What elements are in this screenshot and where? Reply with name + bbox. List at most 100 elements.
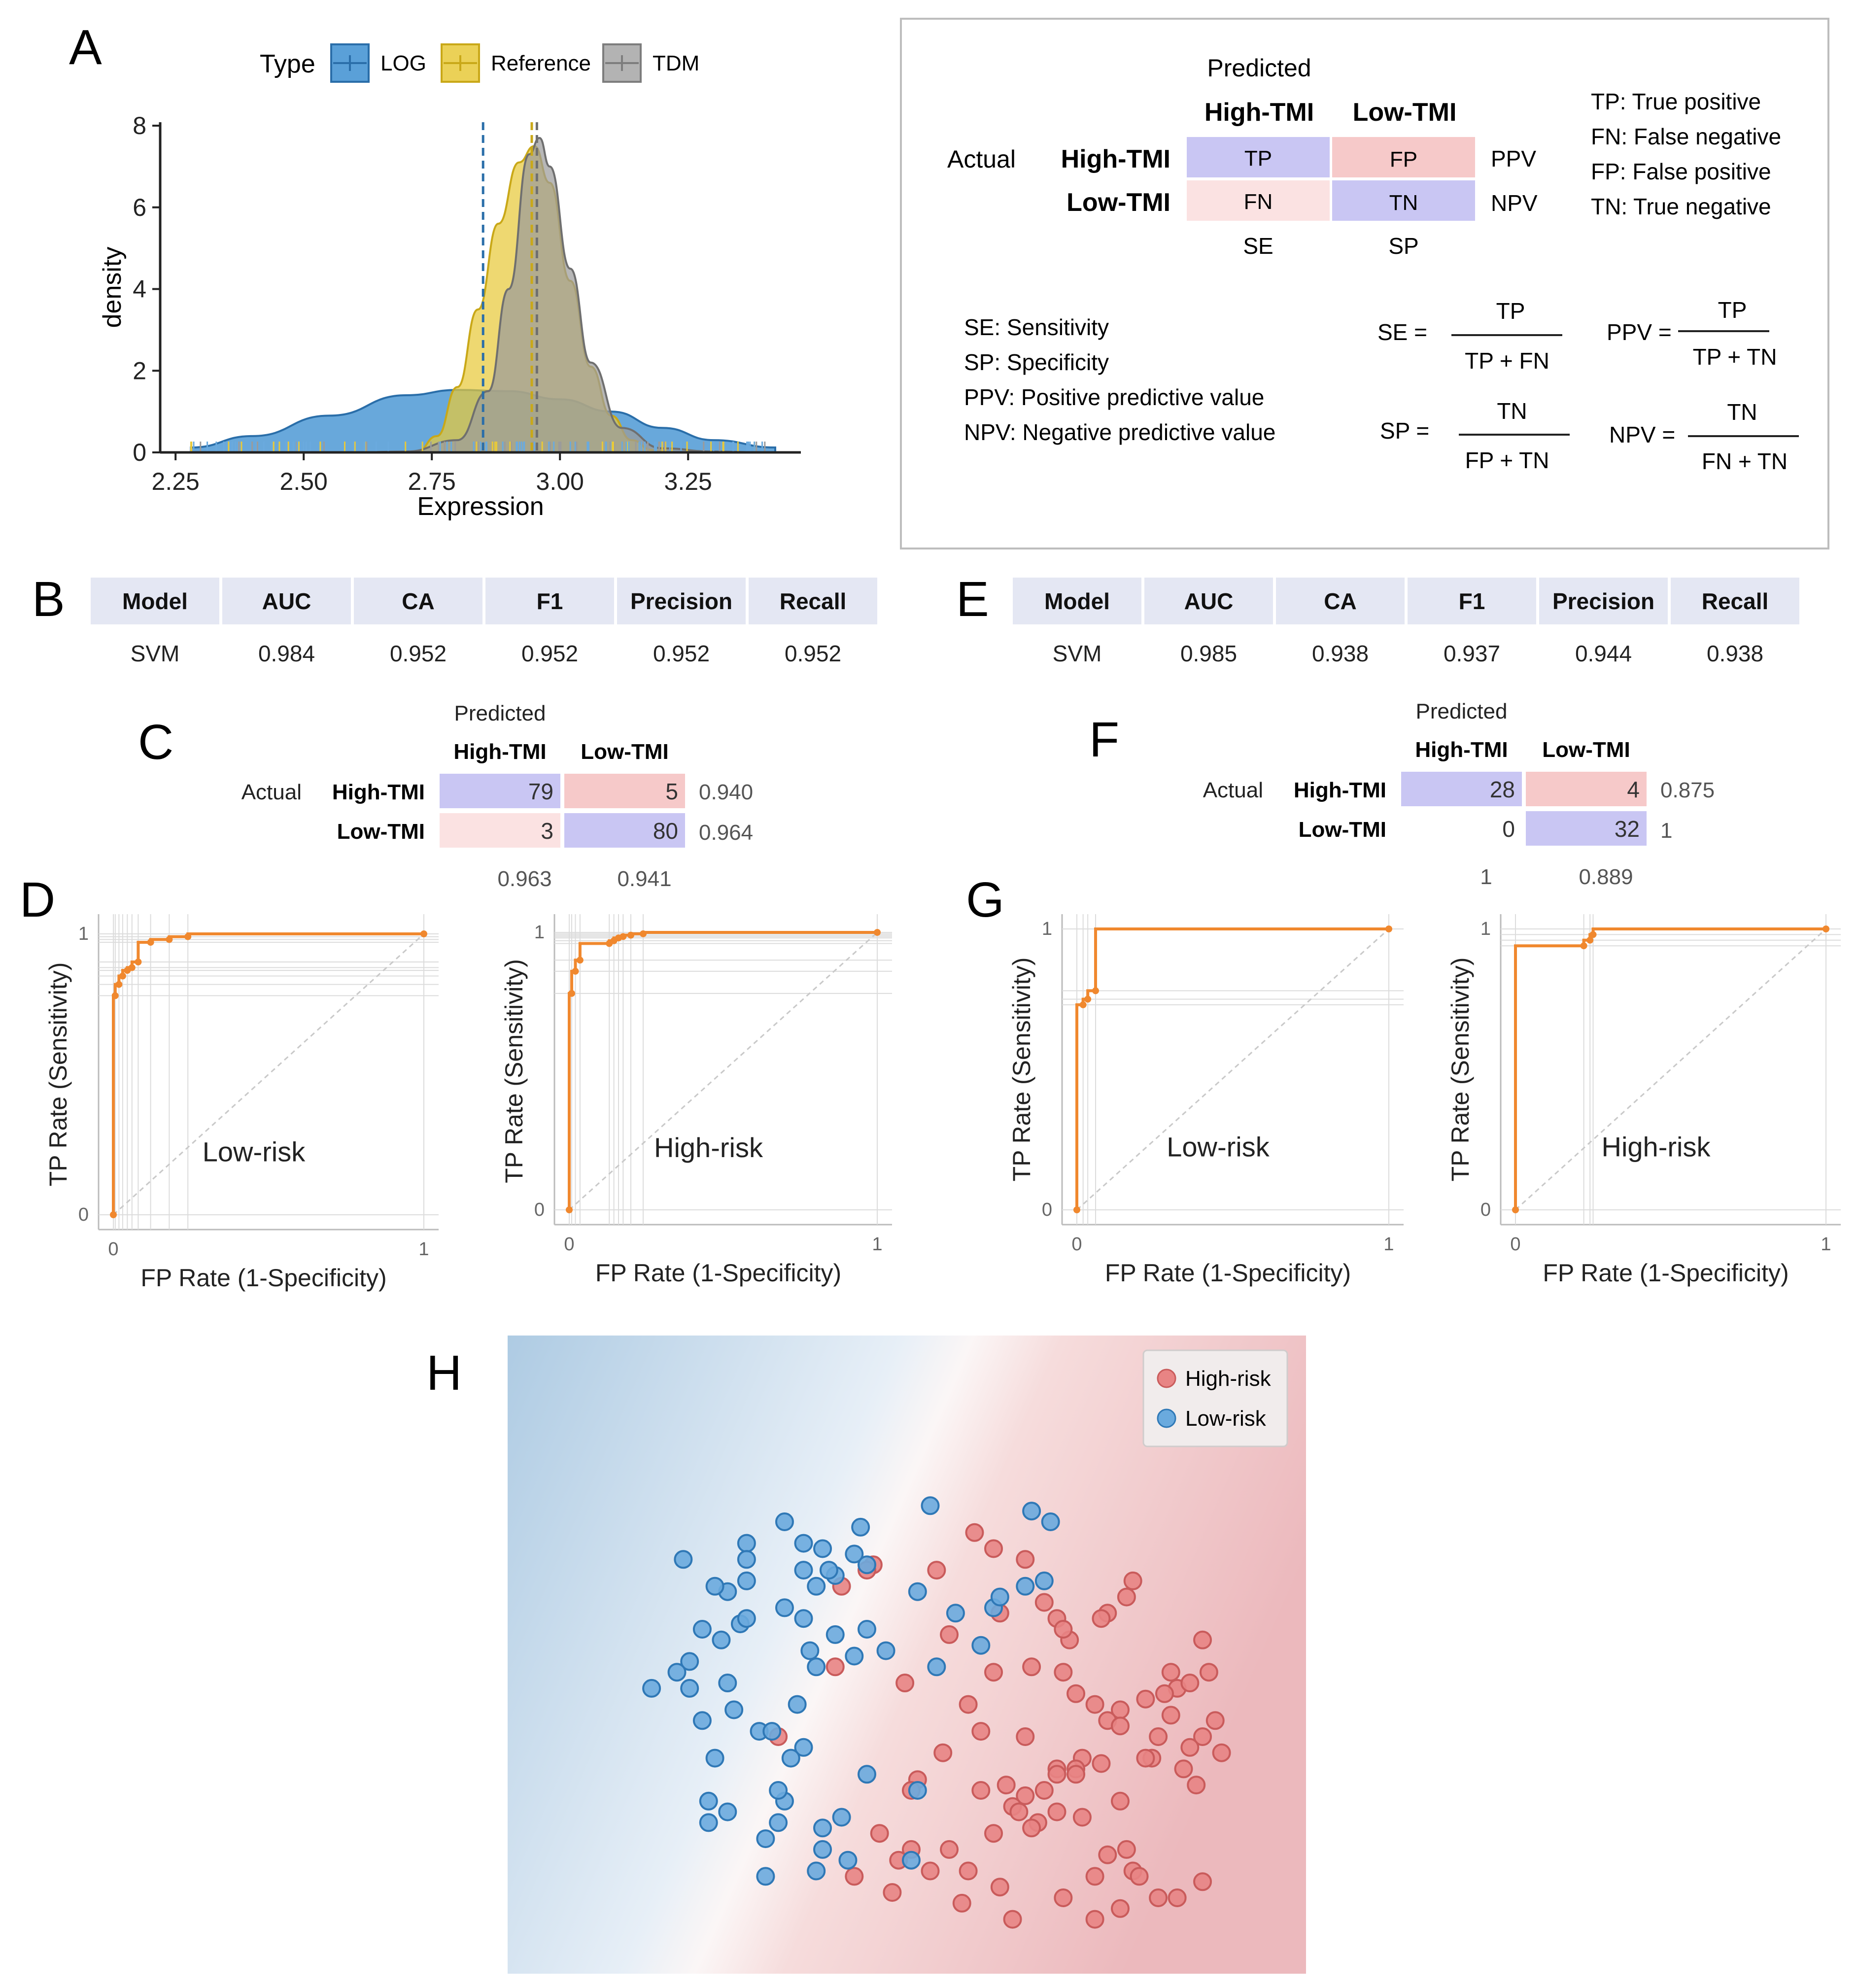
table-header-ca: CA bbox=[1324, 588, 1356, 614]
legend-tn-text: TN bbox=[1389, 191, 1418, 215]
point-high-risk bbox=[927, 1561, 946, 1580]
legend-label-tdm: TDM bbox=[653, 51, 699, 75]
point-high-risk bbox=[1072, 1808, 1092, 1827]
table-header-auc: AUC bbox=[262, 588, 311, 614]
point-high-risk bbox=[952, 1893, 971, 1913]
point-low-risk bbox=[788, 1695, 807, 1714]
y-axis-label: density bbox=[98, 247, 127, 328]
point-low-risk bbox=[858, 1620, 876, 1639]
table-value-f1: 0.937 bbox=[1444, 641, 1500, 666]
point-high-risk bbox=[1117, 1840, 1136, 1859]
point-high-risk bbox=[1155, 1684, 1174, 1703]
point-low-risk bbox=[775, 1598, 794, 1617]
point-low-risk bbox=[813, 1818, 832, 1838]
x-tick-label: 3.25 bbox=[664, 468, 712, 495]
ppv-value: 0.940 bbox=[699, 780, 753, 804]
confusion-matrix-c: Predicted High-TMI Low-TMI Actual High-TMI Lo… bbox=[241, 701, 753, 891]
roc-g-high-risk: 1 00 1 FP Rate (1-Specificity) TP Rate (Sens… bbox=[1446, 914, 1841, 1287]
point-high-risk bbox=[1193, 1727, 1212, 1746]
point-high-risk bbox=[921, 1861, 940, 1881]
roc-y-label: TP Rate (Sensitivity) bbox=[500, 959, 528, 1183]
roc-x-label: FP Rate (1-Specificity) bbox=[1105, 1259, 1351, 1287]
table-header-f1: F1 bbox=[1459, 588, 1485, 614]
col-high-label: High-TMI bbox=[453, 740, 546, 764]
roc-threshold-point bbox=[572, 967, 579, 975]
x-tick-label: 2.25 bbox=[152, 468, 200, 495]
point-high-risk bbox=[1111, 1716, 1130, 1736]
point-low-risk bbox=[807, 1577, 826, 1596]
point-low-risk bbox=[692, 1620, 712, 1639]
roc-threshold-point bbox=[110, 1211, 117, 1218]
table-header-cell bbox=[1013, 578, 1141, 624]
metrics-table-e: Model SVM AUC 0.985 CA 0.938 F1 0.937 Precision 0… bbox=[1013, 578, 1799, 666]
point-low-risk bbox=[794, 1561, 813, 1580]
roc-y-label: TP Rate (Sensitivity) bbox=[1446, 958, 1474, 1182]
point-low-risk bbox=[769, 1813, 788, 1832]
point-high-risk bbox=[1180, 1674, 1200, 1692]
point-high-risk bbox=[1168, 1888, 1187, 1907]
legend-def-tp: TP: True positive bbox=[1591, 89, 1761, 114]
table-header-precision: Precision bbox=[630, 588, 732, 614]
confusion-legend-box: Predicted High-TMI Low-TMI Actual High-T… bbox=[900, 18, 1829, 549]
point-low-risk bbox=[845, 1544, 864, 1564]
point-low-risk bbox=[908, 1781, 927, 1800]
point-low-risk bbox=[858, 1555, 876, 1575]
table-value-model: SVM bbox=[1053, 641, 1102, 666]
point-low-risk bbox=[794, 1738, 813, 1757]
formula-se-num: TP bbox=[1496, 298, 1525, 324]
npv-value: 0.964 bbox=[699, 821, 753, 845]
x-tick-label: 2.75 bbox=[408, 468, 456, 495]
roc-threshold-point bbox=[147, 939, 154, 946]
cell-tn-value: 80 bbox=[653, 818, 678, 844]
point-low-risk bbox=[737, 1571, 756, 1590]
roc-x-tick-0: 0 bbox=[1071, 1234, 1082, 1255]
formula-se-den: TP + FN bbox=[1465, 348, 1549, 374]
table-value-recall: 0.938 bbox=[1707, 641, 1763, 666]
table-value-ca: 0.952 bbox=[390, 641, 447, 666]
cell-fn bbox=[1401, 811, 1522, 846]
table-value-f1: 0.952 bbox=[521, 641, 578, 666]
cell-fp-value: 4 bbox=[1627, 777, 1640, 802]
point-high-risk bbox=[883, 1883, 902, 1902]
legend-abbr-ppv: PPV: Positive predictive value bbox=[964, 384, 1264, 410]
point-high-risk bbox=[1092, 1609, 1111, 1628]
point-low-risk bbox=[990, 1587, 1009, 1607]
row-low-label: Low-TMI bbox=[1299, 818, 1386, 842]
legend-def-fp: FP: False positive bbox=[1591, 159, 1771, 184]
point-high-risk bbox=[1067, 1765, 1086, 1784]
panel-label-e: E bbox=[956, 572, 989, 627]
legend-label-reference: Reference bbox=[491, 51, 591, 75]
scatter-chart: High-risk Low-risk bbox=[508, 1336, 1306, 1974]
point-low-risk bbox=[858, 1765, 876, 1784]
point-low-risk bbox=[718, 1802, 737, 1821]
point-high-risk bbox=[1187, 1776, 1206, 1795]
roc-d-low-risk: 1 00 1 FP Rate (1-Specificity) TP Rate (Sens… bbox=[44, 914, 439, 1292]
point-low-risk bbox=[794, 1609, 813, 1628]
table-header-recall: Recall bbox=[1702, 588, 1769, 614]
confusion-matrix-f: Predicted High-TMI Low-TMI Actual High-TMI Lo… bbox=[1203, 699, 1715, 889]
formula-ppv-lhs: PPV = bbox=[1607, 319, 1672, 345]
roc-g-low-risk: 1 00 1 FP Rate (1-Specificity) TP Rate (Sens… bbox=[1008, 914, 1404, 1287]
roc-diagonal bbox=[568, 931, 878, 1211]
table-value-precision: 0.952 bbox=[653, 641, 710, 666]
legend-abbr-npv: NPV: Negative predictive value bbox=[964, 419, 1275, 445]
panel-label-c: C bbox=[138, 715, 173, 770]
point-high-risk bbox=[1180, 1738, 1200, 1757]
table-value-ca: 0.938 bbox=[1312, 641, 1369, 666]
formula-sp-num: TN bbox=[1497, 398, 1527, 424]
roc-threshold-point bbox=[568, 990, 575, 997]
table-header-cell bbox=[485, 578, 614, 624]
point-high-risk bbox=[1161, 1663, 1180, 1682]
table-value-precision: 0.944 bbox=[1575, 641, 1632, 666]
point-high-risk bbox=[1098, 1845, 1117, 1864]
table-header-auc: AUC bbox=[1184, 588, 1234, 614]
table-value-model: SVM bbox=[131, 641, 180, 666]
point-high-risk bbox=[1054, 1620, 1073, 1639]
point-low-risk bbox=[946, 1604, 965, 1623]
point-low-risk bbox=[705, 1748, 724, 1768]
y-tick-label: 2 bbox=[133, 357, 146, 384]
formula-npv-num: TN bbox=[1727, 399, 1757, 425]
point-low-risk bbox=[699, 1791, 718, 1811]
point-high-risk bbox=[971, 1722, 991, 1741]
